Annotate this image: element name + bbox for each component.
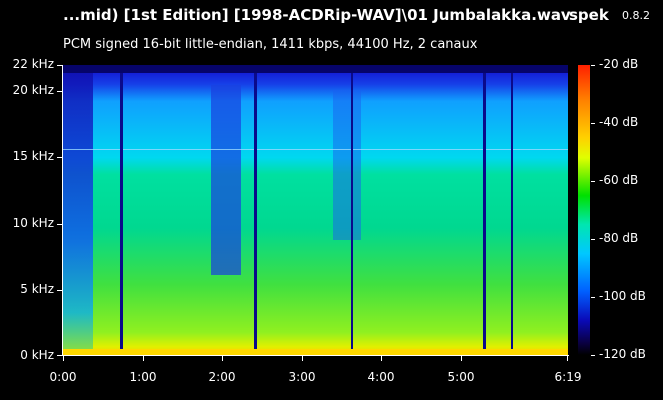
y-tick [57, 65, 62, 66]
x-tick-label: 2:00 [208, 370, 236, 384]
db-label: -120 dB [599, 347, 646, 361]
spectrogram[interactable] [63, 65, 568, 355]
y-tick-label: 0 kHz [20, 348, 54, 362]
spectrogram-image [63, 65, 568, 355]
colorbar-tick [591, 239, 595, 240]
y-tick [57, 91, 62, 92]
x-tick-label: 4:00 [367, 370, 395, 384]
y-tick [57, 224, 62, 225]
colorbar-tick [591, 181, 595, 182]
y-tick [57, 157, 62, 158]
colorbar-tick [591, 123, 595, 124]
y-tick-label: 5 kHz [20, 282, 54, 296]
db-label: -40 dB [599, 115, 639, 129]
y-tick-label: 10 kHz [12, 216, 54, 230]
x-tick-label: 1:00 [129, 370, 157, 384]
audio-info: PCM signed 16-bit little-endian, 1411 kb… [63, 37, 478, 52]
x-tick-label: 0:00 [49, 370, 77, 384]
x-tick [63, 356, 64, 361]
y-tick-label: 20 kHz [12, 83, 54, 97]
db-label: -80 dB [599, 231, 639, 245]
db-label: -60 dB [599, 173, 639, 187]
y-tick [57, 290, 62, 291]
x-tick [222, 356, 223, 361]
y-tick [57, 355, 62, 356]
colorbar-tick [591, 65, 595, 66]
colorbar-tick [591, 297, 595, 298]
app-version: 0.8.2 [622, 9, 650, 22]
colorbar-tick [591, 355, 595, 356]
x-tick [302, 356, 303, 361]
db-label: -20 dB [599, 57, 639, 71]
x-tick-label: 6:19 [554, 370, 582, 384]
y-tick-label: 22 kHz [12, 57, 54, 71]
y-axis-line [62, 65, 63, 356]
x-tick [143, 356, 144, 361]
x-tick [461, 356, 462, 361]
x-tick-label: 5:00 [447, 370, 475, 384]
db-label: -100 dB [599, 289, 646, 303]
file-title: ...mid) [1st Edition] [1998-ACDRip-WAV]\… [63, 6, 571, 24]
x-tick [381, 356, 382, 361]
x-tick-label: 3:00 [288, 370, 316, 384]
x-tick [567, 356, 568, 361]
y-tick-label: 15 kHz [12, 149, 54, 163]
app-name: spek [569, 6, 609, 24]
x-axis-line [62, 355, 569, 356]
db-colorbar [578, 65, 590, 355]
